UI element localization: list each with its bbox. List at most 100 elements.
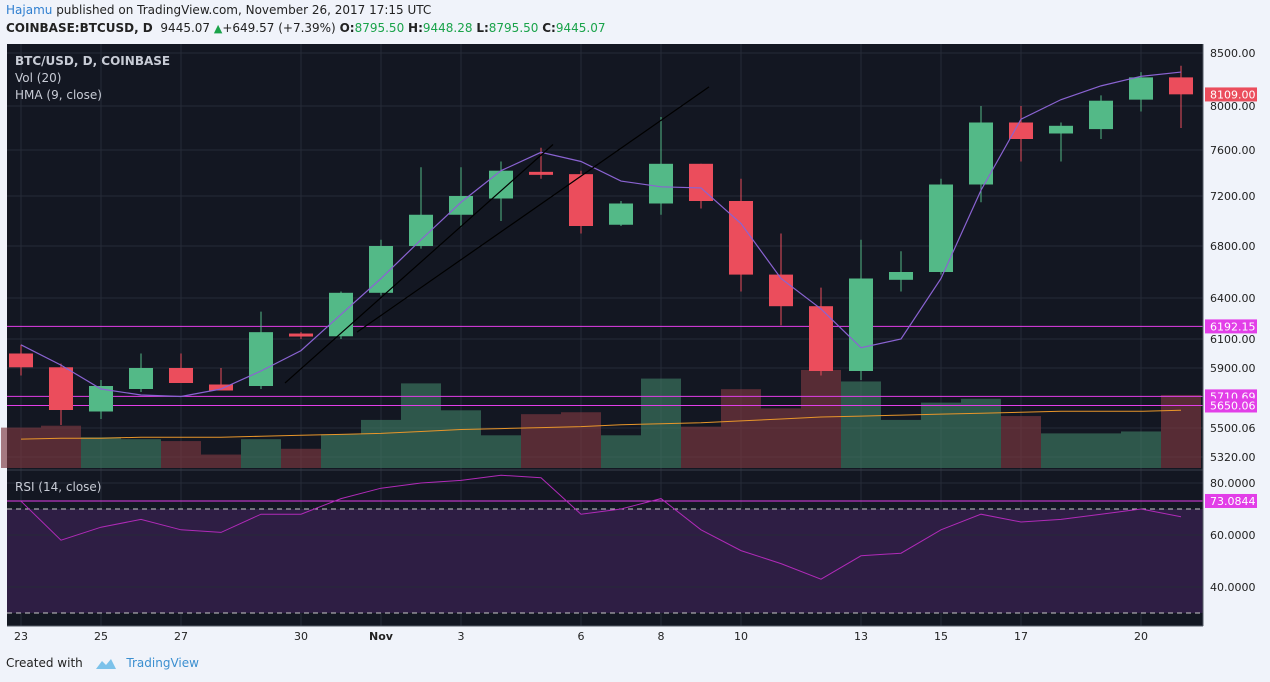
horizontal-levels bbox=[7, 325, 1203, 406]
volume-bar bbox=[961, 398, 1001, 468]
candle-body bbox=[449, 196, 473, 215]
volume-bar bbox=[601, 435, 641, 468]
rsi-line bbox=[20, 474, 1182, 580]
candle-body bbox=[169, 368, 193, 383]
ohlc-line: COINBASE:BTCUSD, D 9445.07 ▲+649.57 (+7.… bbox=[6, 21, 606, 35]
volume-bar bbox=[1041, 433, 1081, 468]
time-tick-label: 10 bbox=[734, 630, 748, 643]
legend-vol: Vol (20) bbox=[15, 71, 61, 85]
rsi-level-label: 73.0844 bbox=[1210, 495, 1256, 508]
candle-body bbox=[729, 201, 753, 275]
volume-bar bbox=[841, 381, 881, 468]
candle-body bbox=[529, 171, 553, 175]
time-tick-label: 23 bbox=[14, 630, 28, 643]
published-text: published on TradingView.com, November 2… bbox=[56, 3, 432, 17]
time-tick-label: 17 bbox=[1014, 630, 1028, 643]
current-price-label-bg bbox=[1205, 87, 1257, 102]
rsi-tick-label: 80.0000 bbox=[1210, 477, 1256, 490]
volume-ma-line bbox=[20, 409, 1182, 440]
volume-bar bbox=[1001, 416, 1041, 468]
price-tick-label: 7200.00 bbox=[1210, 190, 1256, 203]
created-with-text: Created with bbox=[6, 656, 83, 670]
legend-rsi: RSI (14, close) bbox=[15, 480, 101, 494]
tradingview-logo-icon bbox=[95, 658, 116, 669]
time-tick-label: 27 bbox=[174, 630, 188, 643]
volume-bar bbox=[401, 383, 441, 468]
up-arrow-icon: ▲ bbox=[213, 22, 223, 35]
high-value: 9448.28 bbox=[422, 21, 473, 35]
volume-bar bbox=[81, 437, 121, 468]
price-tick-label: 5320.00 bbox=[1210, 451, 1256, 464]
volume-bar bbox=[1161, 394, 1201, 468]
price-tick-label: 6100.00 bbox=[1210, 333, 1256, 346]
candle-body bbox=[129, 368, 153, 389]
price-tick-label: 7600.00 bbox=[1210, 144, 1256, 157]
candle-body bbox=[1009, 122, 1033, 139]
price-tick-label: 8500.00 bbox=[1210, 47, 1256, 60]
price-tick-label: 5500.06 bbox=[1210, 422, 1256, 435]
axes: 5320.00 5500.06 5900.00 6100.00 6400.00 6800.… bbox=[7, 44, 1257, 643]
candle-body bbox=[1089, 100, 1113, 130]
rsi-pane bbox=[7, 469, 1203, 614]
last-price: 9445.07 bbox=[160, 21, 211, 35]
rsi-tick-label: 40.0000 bbox=[1210, 581, 1256, 594]
candle-body bbox=[9, 353, 33, 368]
publish-line: Hajamu published on TradingView.com, Nov… bbox=[6, 3, 431, 17]
time-tick-label: 6 bbox=[578, 630, 585, 643]
candle-body bbox=[649, 163, 673, 204]
volume-bar bbox=[521, 414, 561, 468]
time-tick-label: 15 bbox=[934, 630, 948, 643]
volume-bar bbox=[441, 410, 481, 468]
price-tick-label: 8000.00 bbox=[1210, 100, 1256, 113]
trendline bbox=[356, 86, 710, 333]
volume-bar bbox=[481, 435, 521, 468]
volume-bar bbox=[321, 434, 361, 468]
indicator-lines bbox=[20, 71, 1182, 398]
price-change: +649.57 (+7.39%) bbox=[222, 21, 336, 35]
legend-title: BTC/USD, D, COINBASE bbox=[15, 54, 170, 68]
volume-bar bbox=[881, 419, 921, 468]
level-price-label-bg bbox=[1205, 398, 1257, 413]
candle-body bbox=[1049, 125, 1073, 134]
price-tick-label: 6400.00 bbox=[1210, 292, 1256, 305]
legend-hma: HMA (9, close) bbox=[15, 88, 102, 102]
candle-body bbox=[49, 367, 73, 410]
candle-body bbox=[889, 272, 913, 280]
symbol-label: COINBASE:BTCUSD, D bbox=[6, 21, 153, 35]
candle-body bbox=[609, 203, 633, 225]
volume-bar bbox=[801, 369, 841, 468]
level-price-label: 6192.15 bbox=[1210, 320, 1256, 333]
tradingview-link[interactable]: TradingView bbox=[126, 656, 199, 670]
time-tick-label: 25 bbox=[94, 630, 108, 643]
level-price-label: 5650.06 bbox=[1210, 399, 1256, 412]
volume-bar bbox=[681, 426, 721, 468]
volume-bar bbox=[761, 408, 801, 468]
candle-body bbox=[489, 170, 513, 199]
volume-bar bbox=[201, 454, 241, 468]
volume-bars bbox=[1, 369, 1201, 468]
volume-bar bbox=[161, 441, 201, 468]
author-link[interactable]: Hajamu bbox=[6, 3, 53, 17]
open-value: 8795.50 bbox=[354, 21, 405, 35]
time-tick-label: Nov bbox=[369, 630, 394, 643]
volume-bar bbox=[121, 439, 161, 468]
volume-bar bbox=[41, 425, 81, 468]
volume-bar bbox=[1081, 433, 1121, 468]
volume-bar bbox=[921, 402, 961, 468]
volume-bar bbox=[241, 439, 281, 468]
rsi-level-label-bg bbox=[1205, 493, 1257, 508]
candle-body bbox=[969, 122, 993, 185]
level-price-label-bg bbox=[1205, 319, 1257, 334]
rsi-tick-label: 60.0000 bbox=[1210, 529, 1256, 542]
candle-body bbox=[769, 274, 793, 307]
volume-bar bbox=[561, 412, 601, 468]
volume-bar bbox=[361, 419, 401, 468]
candle-body bbox=[569, 174, 593, 226]
time-tick-label: 8 bbox=[658, 630, 665, 643]
volume-bar bbox=[1121, 431, 1161, 468]
hma-line bbox=[20, 71, 1182, 398]
low-value: 8795.50 bbox=[488, 21, 539, 35]
candle-body bbox=[929, 184, 953, 272]
time-tick-label: 13 bbox=[854, 630, 868, 643]
